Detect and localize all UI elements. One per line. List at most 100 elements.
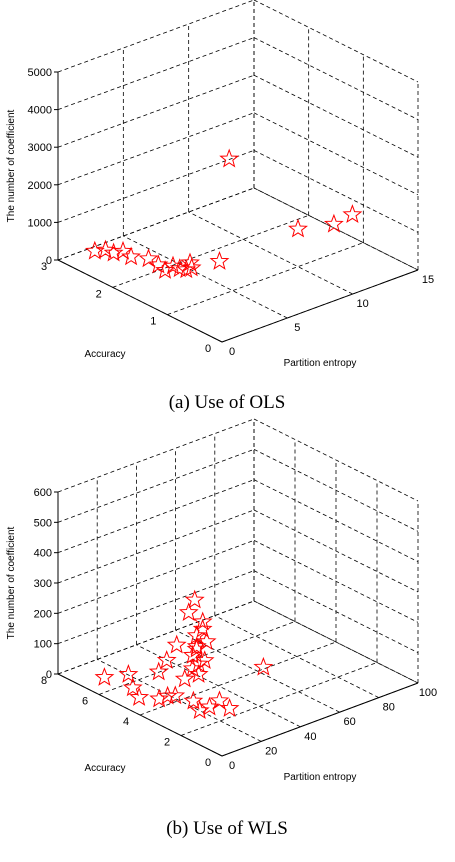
y-tick-label: 1 <box>150 316 156 328</box>
point <box>84 240 105 260</box>
z-tick-label: 600 <box>34 487 52 499</box>
point <box>178 602 199 622</box>
point <box>181 257 202 277</box>
grid-line <box>57 418 255 493</box>
z-tick-label: 4000 <box>28 105 52 117</box>
point <box>129 687 150 706</box>
z-tick-label: 0 <box>46 669 52 681</box>
grid-line <box>57 539 255 614</box>
grid-line <box>112 214 309 288</box>
y-tick-label: 8 <box>41 675 47 687</box>
z-tick-label: 1000 <box>28 217 52 229</box>
point <box>155 260 175 279</box>
grid-line <box>253 600 419 684</box>
point <box>103 242 124 262</box>
x-tick-label: 80 <box>383 702 395 714</box>
point <box>288 218 308 238</box>
grid-line <box>57 74 255 148</box>
point <box>342 204 363 224</box>
grid-line <box>57 448 255 523</box>
panel: 0510150123010002000300040005000Partition… <box>6 0 434 413</box>
point <box>148 661 169 681</box>
point <box>122 677 143 697</box>
grid-line <box>97 659 262 742</box>
x-tick-label: 20 <box>265 745 277 757</box>
point <box>183 690 204 710</box>
point <box>323 213 344 233</box>
y-axis <box>57 673 223 757</box>
z-tick-label: 2000 <box>28 180 52 192</box>
z-axis-title: The number of coefficient <box>6 526 17 639</box>
x-tick-label: 5 <box>294 322 300 334</box>
point <box>113 240 133 260</box>
z-tick-label: 100 <box>34 639 52 651</box>
grid-line <box>253 479 419 563</box>
grid-line <box>57 600 255 675</box>
point <box>94 667 115 686</box>
point <box>180 252 200 272</box>
grid-line <box>167 242 364 316</box>
x-tick-label: 40 <box>304 731 316 743</box>
z-tick-label: 500 <box>34 517 52 529</box>
grid-line <box>253 74 419 158</box>
x-axis <box>221 269 419 343</box>
point <box>209 250 230 270</box>
y-tick-label: 4 <box>123 716 129 728</box>
grid-line <box>253 37 419 120</box>
y-axis <box>57 259 223 343</box>
point <box>118 663 139 683</box>
grid-line <box>253 570 419 654</box>
panel: 020406080100024680100200300400500600Part… <box>6 418 437 839</box>
grid-line <box>57 37 255 110</box>
grid-line <box>214 615 379 698</box>
grid-line <box>123 235 288 319</box>
point <box>186 636 207 656</box>
y-tick-label: 3 <box>41 261 47 273</box>
y-axis-title: Accuracy <box>84 349 125 360</box>
x-axis-title: Partition entropy <box>284 772 357 783</box>
point <box>219 698 240 717</box>
point <box>166 634 187 654</box>
x-tick-label: 10 <box>357 298 369 310</box>
point <box>156 649 177 669</box>
grid-line <box>253 0 419 83</box>
grid-line <box>57 509 255 584</box>
y-tick-label: 0 <box>205 757 211 769</box>
grid-line <box>57 150 255 223</box>
z-tick-label: 5000 <box>28 67 52 79</box>
point <box>149 688 170 708</box>
x-tick-label: 0 <box>229 346 235 358</box>
y-tick-label: 6 <box>82 696 88 708</box>
point <box>174 668 195 688</box>
point <box>165 685 186 705</box>
z-axis-title: The number of coefficient <box>6 109 17 222</box>
point <box>219 148 240 168</box>
grid-line <box>253 112 419 196</box>
x-axis <box>221 682 419 757</box>
grid-line <box>57 112 255 186</box>
point <box>199 696 220 716</box>
grid-line <box>253 418 419 502</box>
point <box>176 259 197 279</box>
point <box>209 690 230 710</box>
z-tick-label: 200 <box>34 608 52 620</box>
y-tick-label: 2 <box>164 737 170 749</box>
caption: (a) Use of OLS <box>169 392 286 413</box>
point <box>253 656 274 676</box>
point <box>188 663 209 683</box>
point <box>196 631 217 651</box>
y-tick-label: 0 <box>205 343 211 355</box>
grid-line <box>253 509 419 593</box>
point <box>192 611 213 631</box>
x-tick-label: 60 <box>343 716 355 728</box>
z-tick-label: 0 <box>46 255 52 267</box>
point <box>121 246 141 266</box>
y-tick-label: 2 <box>96 288 102 300</box>
z-tick-label: 3000 <box>28 142 52 154</box>
z-tick-label: 400 <box>34 548 52 560</box>
x-tick-label: 15 <box>422 274 434 286</box>
grid-line <box>57 570 255 645</box>
grid-line <box>57 0 255 73</box>
grid-line <box>253 448 419 532</box>
